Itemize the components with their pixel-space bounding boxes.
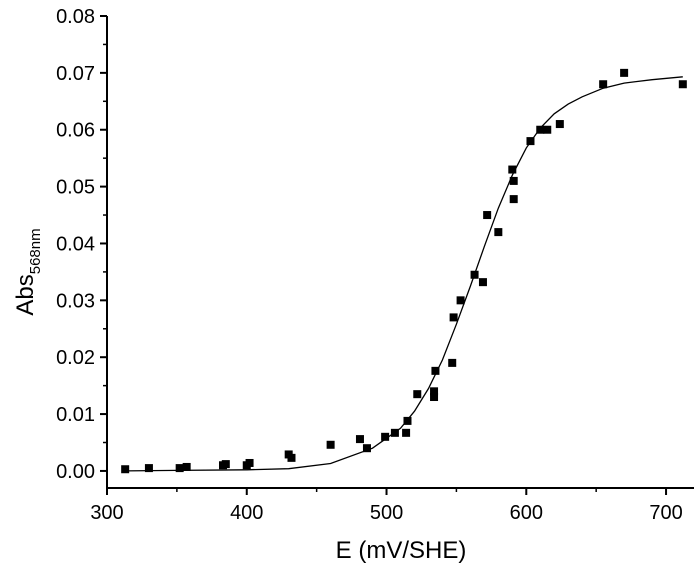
data-point — [599, 80, 608, 89]
data-point — [175, 464, 184, 473]
x-tick-label: 600 — [510, 502, 543, 524]
x-tick-label: 500 — [370, 502, 403, 524]
data-point — [494, 228, 503, 237]
data-point — [402, 428, 411, 437]
y-tick-label: 0.02 — [56, 347, 95, 369]
data-point — [381, 432, 390, 441]
y-tick-label: 0.06 — [56, 120, 95, 142]
data-point — [287, 453, 296, 462]
data-point — [245, 458, 254, 467]
data-point — [478, 278, 487, 287]
y-axis-title-main: Abs — [12, 274, 39, 315]
data-point — [430, 387, 439, 396]
data-point — [526, 137, 535, 146]
data-point — [413, 390, 422, 399]
fit-curve — [125, 76, 683, 472]
x-axis-ticks: 300 400 500 600 700 — [90, 488, 683, 524]
axes: 300 400 500 600 700 0.00 0.01 0.02 0.03 0.04 0.05… — [56, 6, 694, 524]
y-tick-label: 0.03 — [56, 290, 95, 312]
data-point — [448, 358, 457, 367]
y-axis-title: Abs568nm — [12, 228, 44, 315]
data-point — [430, 393, 439, 402]
data-point — [509, 195, 518, 204]
data-point — [121, 465, 130, 474]
x-tick-label: 700 — [649, 502, 682, 524]
data-point — [431, 366, 440, 375]
y-axis-ticks: 0.00 0.01 0.02 0.03 0.04 0.05 0.06 0.07 0.08 — [56, 6, 107, 483]
y-tick-label: 0.07 — [56, 63, 95, 85]
data-point — [470, 270, 479, 279]
data-point — [620, 68, 629, 77]
y-tick-label: 0.01 — [56, 404, 95, 426]
data-point — [483, 211, 492, 220]
x-tick-label: 300 — [90, 502, 123, 524]
data-point — [543, 125, 552, 134]
x-axis-title: E (mV/SHE) — [336, 537, 467, 564]
y-tick-label: 0.00 — [56, 461, 95, 483]
y-axis-title-subscript: 568nm — [27, 228, 44, 274]
x-tick-label: 400 — [230, 502, 263, 524]
data-point — [456, 296, 465, 305]
data-point — [509, 176, 518, 185]
data-point — [182, 462, 191, 471]
data-point — [144, 464, 153, 473]
data-point — [449, 313, 458, 322]
data-point — [390, 428, 399, 437]
data-point — [508, 165, 517, 174]
y-tick-label: 0.05 — [56, 177, 95, 199]
data-point — [221, 460, 230, 469]
plot-area — [121, 68, 687, 474]
data-point — [536, 125, 545, 134]
fit-curve-layer — [125, 76, 683, 472]
data-point — [403, 416, 412, 425]
data-point — [355, 435, 364, 444]
y-tick-label: 0.08 — [56, 6, 95, 28]
data-point — [362, 444, 371, 453]
data-point — [555, 120, 564, 129]
y-tick-label: 0.04 — [56, 233, 95, 255]
data-point — [326, 440, 335, 449]
data-points-layer — [121, 68, 687, 474]
data-point — [678, 80, 687, 89]
